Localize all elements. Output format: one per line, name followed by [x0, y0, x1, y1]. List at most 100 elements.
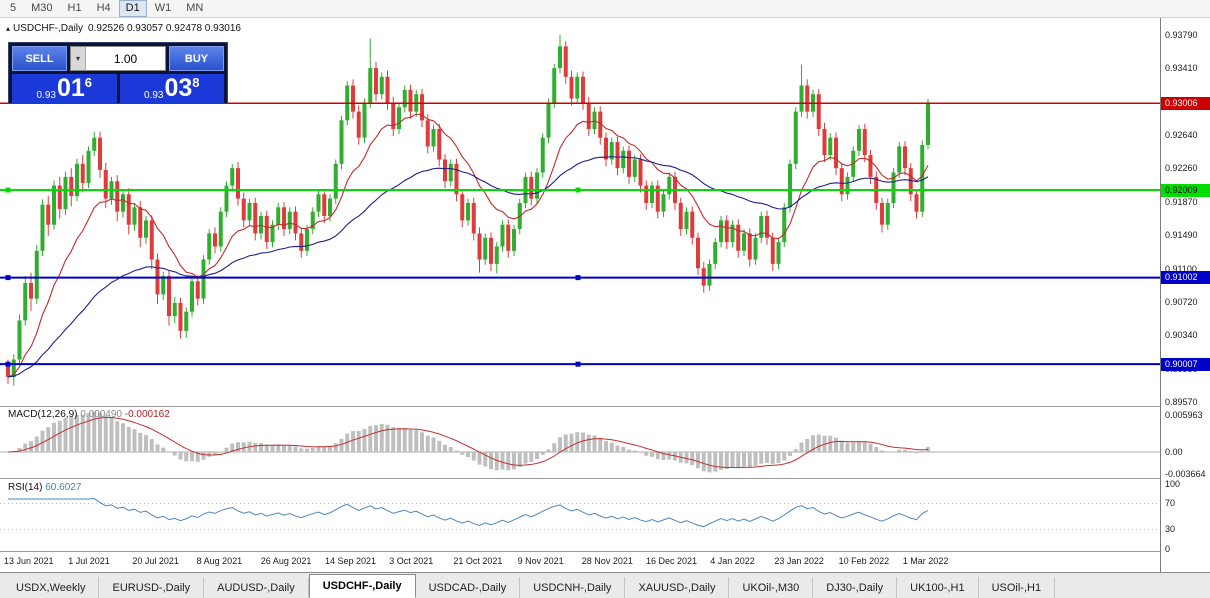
- ma-fast-line: [7, 113, 929, 378]
- chart-area[interactable]: ▴ USDCHF-,Daily 0.92526 0.93057 0.92478 0.…: [0, 18, 1210, 572]
- volume-control: ▾: [70, 46, 166, 71]
- tab-usdx-weekly[interactable]: USDX,Weekly: [3, 577, 100, 598]
- time-label: 13 Jun 2021: [4, 556, 54, 566]
- macd-indicator-label: MACD(12,26,9) 0.000490 -0.000162: [8, 409, 170, 420]
- tab-xauusd-daily[interactable]: XAUUSD-,Daily: [625, 577, 730, 598]
- buy-price-prefix: 0.93: [143, 90, 164, 101]
- buy-price-pips: 03: [164, 74, 193, 102]
- hline-handle: [575, 361, 581, 367]
- timeframe-w1[interactable]: W1: [154, 2, 172, 14]
- macd-axis-label: -0.003664: [1165, 469, 1206, 480]
- chart-title: ▴ USDCHF-,Daily 0.92526 0.93057 0.92478 0.…: [6, 23, 241, 34]
- time-label: 8 Aug 2021: [196, 556, 243, 566]
- tab-usoil-h1[interactable]: USOil-,H1: [979, 577, 1056, 598]
- panel-dividers: [0, 406, 1160, 552]
- time-label: 1 Mar 2022: [902, 556, 949, 566]
- rsi-panel: [8, 498, 929, 528]
- tab-uk100-h1[interactable]: UK100-,H1: [897, 577, 979, 598]
- price-axis[interactable]: 0.93790 0.93410 0.92640 0.92260 0.91870 0.914…: [1160, 18, 1210, 572]
- chart-tab-bar: USDX,Weekly EURUSD-,Daily AUDUSD-,Daily USD…: [0, 572, 1210, 598]
- price-tick: 0.92260: [1165, 162, 1198, 173]
- time-label: 21 Oct 2021: [453, 556, 503, 566]
- sell-price-display[interactable]: 0.93 01 6: [12, 74, 117, 103]
- tab-usdchf-daily[interactable]: USDCHF-,Daily: [308, 574, 416, 598]
- timeframe-h1[interactable]: H1: [67, 2, 82, 14]
- time-label: 23 Jan 2022: [774, 556, 824, 566]
- candles: [6, 35, 930, 386]
- time-label: 3 Oct 2021: [389, 556, 434, 566]
- timeframe-m30[interactable]: M30: [31, 2, 53, 14]
- time-label: 10 Feb 2022: [838, 556, 890, 566]
- time-label: 20 Jul 2021: [132, 556, 179, 566]
- chart-title-symbol: USDCHF-,Daily: [13, 23, 84, 34]
- tab-usdcad-daily[interactable]: USDCAD-,Daily: [416, 577, 521, 598]
- sell-price-pips: 01: [56, 74, 85, 102]
- rsi-indicator-label: RSI(14) 60.6027: [8, 482, 81, 493]
- time-label: 26 Aug 2021: [260, 556, 312, 566]
- macd-panel: [6, 411, 930, 473]
- rsi-axis-label: 30: [1165, 524, 1176, 534]
- time-axis[interactable]: 13 Jun 2021 1 Jul 2021 20 Jul 2021 8 Aug 20…: [0, 552, 1160, 572]
- hline-handle: [575, 187, 581, 193]
- price-tick: 0.93790: [1165, 29, 1198, 40]
- price-tick: 0.93410: [1165, 62, 1198, 73]
- timeframe-toolbar: 5 M30 H1 H4 D1 W1 MN: [0, 0, 1210, 18]
- price-tag-0.90007: 0.90007: [1161, 357, 1210, 371]
- price-tick: 0.92640: [1165, 129, 1198, 140]
- price-tick: 0.89570: [1165, 396, 1198, 407]
- price-tick: 0.91490: [1165, 229, 1198, 240]
- rsi-axis-label: 100: [1165, 478, 1181, 489]
- rsi-line: [8, 498, 929, 528]
- price-chart-canvas[interactable]: [0, 18, 1160, 552]
- horizontal-lines[interactable]: [0, 102, 1160, 367]
- price-tick: 0.91870: [1165, 196, 1198, 207]
- moving-averages: [7, 113, 929, 378]
- time-label: 16 Dec 2021: [646, 556, 698, 566]
- timeframe-5[interactable]: 5: [10, 2, 17, 14]
- tab-ukoil-m30[interactable]: UKOil-,M30: [729, 577, 814, 598]
- hline-handle: [5, 187, 11, 193]
- chart-ohlc-values: 0.92526 0.93057 0.92478 0.93016: [88, 23, 241, 34]
- price-tag-0.93006: 0.93006: [1161, 96, 1210, 110]
- tab-eurusd-daily[interactable]: EURUSD-,Daily: [99, 577, 205, 598]
- price-tag-0.91002: 0.91002: [1161, 271, 1210, 285]
- timeframe-mn[interactable]: MN: [186, 2, 204, 14]
- macd-value-signal: -0.000162: [124, 409, 170, 420]
- macd-signal-line: [7, 417, 929, 469]
- tab-usdcnh-daily[interactable]: USDCNH-,Daily: [520, 577, 626, 598]
- time-label: 28 Nov 2021: [581, 556, 633, 566]
- collapse-icon[interactable]: ▴: [6, 24, 11, 33]
- timeframe-d1[interactable]: D1: [118, 0, 147, 17]
- hline-handle: [5, 275, 11, 281]
- time-label: 4 Jan 2022: [710, 556, 755, 566]
- price-tick: 0.90340: [1165, 329, 1198, 340]
- buy-button[interactable]: BUY: [169, 46, 224, 71]
- macd-value-main: 0.000490: [80, 409, 122, 420]
- buy-price-point: 8: [192, 75, 200, 90]
- hline-handle: [5, 361, 11, 367]
- tab-dj30-daily[interactable]: DJ30-,Daily: [813, 577, 898, 598]
- tab-audusd-daily[interactable]: AUDUSD-,Daily: [204, 577, 309, 598]
- price-tick: 0.91100: [1165, 263, 1197, 274]
- price-tag-0.92009: 0.92009: [1161, 183, 1210, 197]
- sell-price-prefix: 0.93: [36, 90, 56, 101]
- sell-button[interactable]: SELL: [12, 46, 67, 71]
- volume-input[interactable]: [86, 47, 165, 70]
- macd-axis-label: 0.00: [1165, 446, 1183, 457]
- rsi-name: RSI(14): [8, 482, 43, 493]
- time-label: 9 Nov 2021: [517, 556, 564, 566]
- ma-slow-line: [7, 156, 929, 378]
- price-tick: 0.90720: [1165, 296, 1198, 307]
- timeframe-h4[interactable]: H4: [96, 2, 111, 14]
- rsi-value: 60.6027: [45, 482, 82, 493]
- volume-dropdown-icon[interactable]: ▾: [71, 47, 86, 70]
- macd-axis-label: 0.005963: [1165, 409, 1203, 420]
- buy-price-display[interactable]: 0.93 03 8: [119, 74, 224, 103]
- rsi-axis-label: 0: [1165, 543, 1171, 554]
- hline-handle: [575, 275, 581, 281]
- time-label: 14 Sep 2021: [325, 556, 377, 566]
- sell-price-point: 6: [84, 75, 92, 90]
- rsi-axis-label: 70: [1165, 498, 1176, 508]
